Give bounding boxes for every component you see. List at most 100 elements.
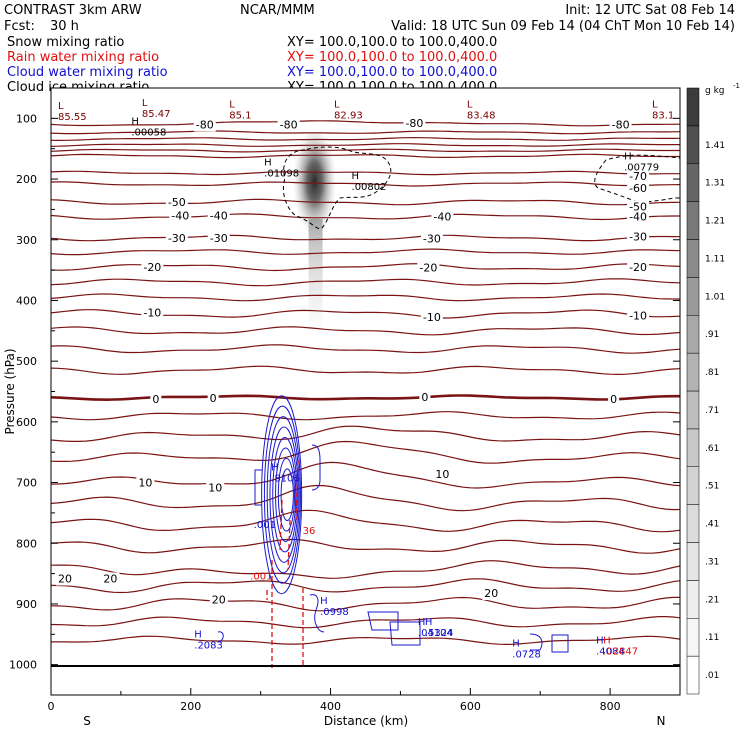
extremum-marker: H — [624, 152, 632, 163]
isotherm-label-bg — [420, 232, 443, 246]
center-title: NCAR/MMM — [240, 3, 315, 18]
x-tick-label: 600 — [460, 700, 481, 713]
isotherm-label-bg — [141, 306, 164, 320]
colorbar-tick-label: 1.11 — [705, 254, 725, 264]
y-tick-label: 900 — [16, 598, 37, 611]
isotherm-label: -50 — [629, 200, 647, 213]
y-tick-label: 300 — [16, 234, 37, 247]
colorbar-cell — [686, 428, 700, 467]
colorbar-tick-label: .61 — [705, 444, 719, 454]
snow-max-shade — [292, 132, 337, 243]
isotherm-label-bg — [627, 170, 650, 184]
isotherm-label-bg — [206, 481, 225, 495]
field-xy: XY= 100.0,100.0 to 100.0,400.0 — [287, 50, 497, 65]
extremum-marker: H — [418, 617, 426, 628]
extremum-value: .0728 — [512, 649, 541, 660]
extremum-value: 83.48 — [467, 110, 496, 121]
isotherm-label: -80 — [196, 118, 214, 131]
isotherm-label: -30 — [423, 233, 441, 246]
y-tick-label: 600 — [16, 416, 37, 429]
isotherm-label-bg — [627, 309, 650, 323]
isotherm-label-bg — [165, 231, 188, 245]
isotherm-label: 20 — [103, 572, 117, 585]
isotherm-label: 0 — [610, 393, 617, 406]
isotherm-label: -10 — [143, 307, 161, 320]
cloud-water-contour — [551, 634, 569, 653]
extremum-value: .2083 — [194, 640, 223, 651]
extremum-marker: L — [334, 99, 340, 110]
extremum-marker: H — [194, 629, 202, 640]
extremum-marker: H — [131, 116, 139, 127]
extremum-value: 82.93 — [334, 110, 363, 121]
plot-area — [51, 88, 680, 695]
colorbar-cell — [686, 239, 700, 278]
colorbar-tick-label: 1.31 — [705, 179, 725, 189]
isotherm-line — [51, 170, 680, 176]
contour-value-label: 36 — [303, 526, 316, 537]
colorbar-cell — [686, 125, 700, 164]
isotherm-line — [51, 440, 680, 464]
y-tick-label: 100 — [16, 112, 37, 125]
isotherm-label: -80 — [405, 117, 423, 130]
field-legend: Snow mixing ratio XY= 100.0,100.0 to 100.… — [7, 35, 497, 95]
y-tick-label: 500 — [16, 355, 37, 368]
colorbar-cell — [686, 580, 700, 619]
isotherm-line — [51, 411, 680, 421]
isotherm-label: -10 — [629, 310, 647, 323]
isotherm-label: 0 — [210, 392, 217, 405]
field-xy: XY= 100.0,100.0 to 100.0,400.0 — [287, 65, 497, 80]
snow-tail-shade — [308, 219, 323, 340]
isotherm-line — [51, 365, 680, 376]
isotherm-label-bg — [150, 392, 162, 406]
colorbar-cell — [686, 352, 700, 392]
isotherm-label: -20 — [143, 261, 161, 274]
isotherm-label: -80 — [612, 118, 630, 131]
isotherm-line — [51, 120, 680, 127]
colorbar-cell — [686, 466, 700, 505]
isotherm-label: 20 — [212, 594, 226, 607]
isotherm-label: -20 — [629, 261, 647, 274]
x-tick-label: 200 — [180, 700, 201, 713]
cloud-water-contour — [311, 444, 321, 491]
rain-water-contours — [266, 459, 304, 668]
field-xy: XY= 100.0,100.0 to 100.0,400.0 — [287, 35, 497, 50]
isotherm-label-bg — [207, 231, 230, 245]
isotherm-label-bg — [608, 392, 620, 406]
extremum-marker: H — [603, 635, 611, 646]
colorbar-tick-label: .31 — [705, 557, 719, 567]
isotherm-line — [51, 425, 680, 442]
cloud-water-contour — [529, 633, 543, 651]
isotherm-label-bg — [627, 261, 650, 275]
extremum-marker: L — [652, 99, 658, 110]
colorbar-tick-label: .51 — [705, 482, 719, 492]
cloud-water-contour — [389, 621, 421, 646]
cloud-water-contour — [280, 468, 294, 522]
init-time: Init: 12 UTC Sat 08 Feb 14 — [565, 3, 735, 18]
isotherm-label: -50 — [168, 196, 186, 209]
isotherm-label: -70 — [629, 170, 647, 183]
isotherm-label-bg — [420, 310, 443, 324]
isotherm-label: -80 — [280, 118, 298, 131]
rain-contour — [279, 499, 283, 551]
colorbar-tick-label: .71 — [705, 406, 719, 416]
isotherm-line — [51, 326, 680, 336]
isotherm-label-bg — [209, 593, 228, 607]
isotherm-label-bg — [609, 118, 632, 132]
isotherm-labels: -80 -80 -80 -80-70-60-50 -50-40 -40 -40 -40-30-… — [55, 117, 650, 607]
colorbar-cell — [686, 163, 700, 202]
field-label: Rain water mixing ratio — [7, 50, 159, 65]
cloud-water-contour — [254, 469, 262, 506]
isotherm-line — [51, 578, 680, 594]
isotherm-label-bg — [627, 230, 650, 244]
isotherm-line — [51, 181, 680, 187]
colorbar-tick-label: .81 — [705, 368, 719, 378]
isotherm-label-bg — [193, 118, 216, 132]
colorbar-cell — [686, 542, 700, 581]
left-title: CONTRAST 3km ARW — [4, 3, 142, 18]
colorbar-cell — [686, 504, 700, 543]
isotherm-line — [51, 198, 680, 206]
isotherm-line — [51, 538, 680, 554]
cloud-water-contours — [217, 395, 569, 653]
